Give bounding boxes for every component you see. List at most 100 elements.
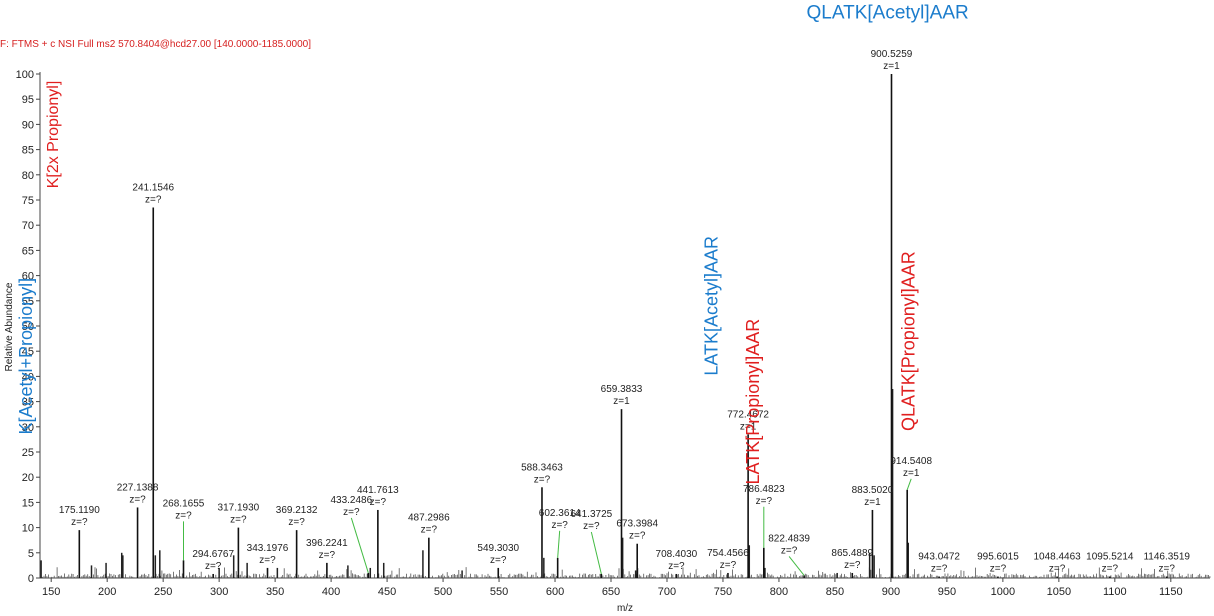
y-tick-label: 10 (22, 523, 34, 535)
peak-charge-label: z=? (756, 496, 773, 507)
x-tick-label: 1100 (1103, 586, 1127, 598)
peak-charge-label: z=? (259, 555, 276, 566)
peptide-annotation: QLATK[Acetyl]AAR (806, 3, 968, 24)
peak-leader-line (906, 478, 912, 490)
peak-charge-label: z=? (421, 525, 438, 536)
peak-charge-label: z=? (990, 563, 1007, 574)
peak-charge-label: z=? (175, 510, 192, 521)
peak-mz-label: 754.4566 (707, 548, 749, 559)
y-tick-label: 60 (22, 271, 34, 283)
peak-charge-label: z=? (319, 550, 336, 561)
x-tick-label: 550 (490, 586, 508, 598)
peak-mz-label: 914.5408 (890, 456, 932, 467)
peak-leader-line (350, 517, 369, 574)
peak-mz-label: 487.2986 (408, 513, 450, 524)
peak-mz-label: 786.4823 (743, 484, 785, 495)
peak-charge-label: z=? (71, 517, 88, 528)
peak-leader-line (788, 556, 805, 576)
peak-mz-label: 1095.5214 (1086, 551, 1134, 562)
peak-charge-label: z=? (551, 520, 568, 531)
peak-charge-label: z=? (230, 515, 247, 526)
peak-mz-label: 602.3614 (539, 508, 581, 519)
peak-mz-label: 433.2486 (330, 495, 372, 506)
x-tick-label: 200 (98, 586, 116, 598)
peak-mz-label: 1048.4463 (1033, 551, 1081, 562)
peak-mz-label: 294.6767 (192, 549, 234, 560)
x-tick-label: 250 (154, 586, 172, 598)
peak-charge-label: z=1 (613, 396, 630, 407)
x-tick-label: 1050 (1047, 586, 1071, 598)
peak-charge-label: z=? (668, 561, 685, 572)
scan-header: F: FTMS + c NSI Full ms2 570.8404@hcd27.… (0, 39, 311, 50)
peak-charge-label: z=? (534, 474, 551, 485)
peak-mz-label: 317.1930 (218, 503, 260, 514)
y-tick-label: 70 (22, 220, 34, 232)
peak-charge-label: z=1 (740, 421, 757, 432)
peak-charge-label: z=? (1049, 563, 1066, 574)
x-tick-label: 850 (826, 586, 844, 598)
peak-charge-label: z=? (844, 560, 861, 571)
y-axis-title: Relative Abundance (4, 282, 15, 371)
x-tick-label: 750 (714, 586, 732, 598)
y-tick-label: 30 (22, 422, 34, 434)
peak-mz-label: 549.3030 (477, 543, 519, 554)
peptide-annotation: K[Acetyl+Propionyl] (16, 278, 36, 435)
x-tick-label: 400 (322, 586, 340, 598)
peak-mz-label: 396.2241 (306, 538, 348, 549)
y-tick-label: 50 (22, 321, 34, 333)
peak-mz-label: 441.7613 (357, 485, 399, 496)
x-tick-label: 900 (882, 586, 900, 598)
y-tick-label: 15 (22, 497, 34, 509)
y-tick-label: 95 (22, 94, 34, 106)
x-tick-label: 600 (546, 586, 564, 598)
peak-charge-label: z=? (205, 561, 222, 572)
y-tick-label: 65 (22, 245, 34, 257)
peak-mz-label: 883.5020 (852, 485, 894, 496)
x-axis-title: m/z (617, 603, 633, 614)
x-tick-label: 450 (378, 586, 396, 598)
x-tick-label: 650 (602, 586, 620, 598)
peak-mz-label: 822.4839 (768, 533, 810, 544)
x-tick-label: 700 (658, 586, 676, 598)
peptide-annotation: LATK[Acetyl]AAR (701, 236, 721, 376)
peak-charge-label: z=1 (903, 468, 920, 479)
y-tick-label: 25 (22, 447, 34, 459)
peak-charge-label: z=? (1102, 563, 1119, 574)
y-tick-label: 55 (22, 296, 34, 308)
x-tick-label: 350 (266, 586, 284, 598)
peak-charge-label: z=? (1159, 563, 1176, 574)
peak-charge-label: z=? (720, 560, 737, 571)
peak-charge-label: z=? (145, 195, 162, 206)
y-tick-label: 5 (28, 548, 34, 560)
x-tick-label: 500 (434, 586, 452, 598)
x-tick-label: 150 (42, 586, 60, 598)
peak-mz-label: 343.1976 (247, 543, 289, 554)
peak-mz-label: 641.3725 (570, 509, 612, 520)
peak-charge-label: z=1 (883, 61, 900, 72)
peptide-annotation: LATK[Propionyl]AAR (743, 319, 763, 485)
peak-mz-label: 659.3833 (601, 384, 643, 395)
y-tick-label: 80 (22, 170, 34, 182)
x-tick-label: 1150 (1159, 586, 1183, 598)
peak-charge-label: z=? (931, 563, 948, 574)
peak-charge-label: z=1 (864, 497, 881, 508)
peak-charge-label: z=? (629, 531, 646, 542)
peak-leader-line (557, 530, 561, 558)
annotations: K[2x Propionyl] K[Acetyl+Propionyl] LATK[A… (16, 3, 969, 485)
peak-mz-label: 175.1190 (59, 505, 100, 516)
peak-mz-label: 900.5259 (871, 49, 913, 60)
peak-charge-label: z=? (343, 507, 360, 518)
y-tick-label: 20 (22, 472, 34, 484)
axes: 0 5 10 15 20 25 30 35 40 45 50 55 60 65 70 75 80 85 90 95 10… (16, 69, 1210, 598)
peak-charge-label: z=? (583, 521, 600, 532)
peak-charge-label: z=? (370, 497, 387, 508)
y-tick-label: 45 (22, 346, 34, 358)
x-tick-label: 300 (210, 586, 228, 598)
x-tick-label: 1000 (991, 586, 1015, 598)
peak-mz-label: 268.1655 (163, 498, 205, 509)
peak-charge-label: z=? (129, 494, 146, 505)
peak-charge-label: z=? (490, 555, 507, 566)
y-tick-label: 35 (22, 397, 34, 409)
peptide-annotation: K[2x Propionyl] (45, 81, 62, 189)
